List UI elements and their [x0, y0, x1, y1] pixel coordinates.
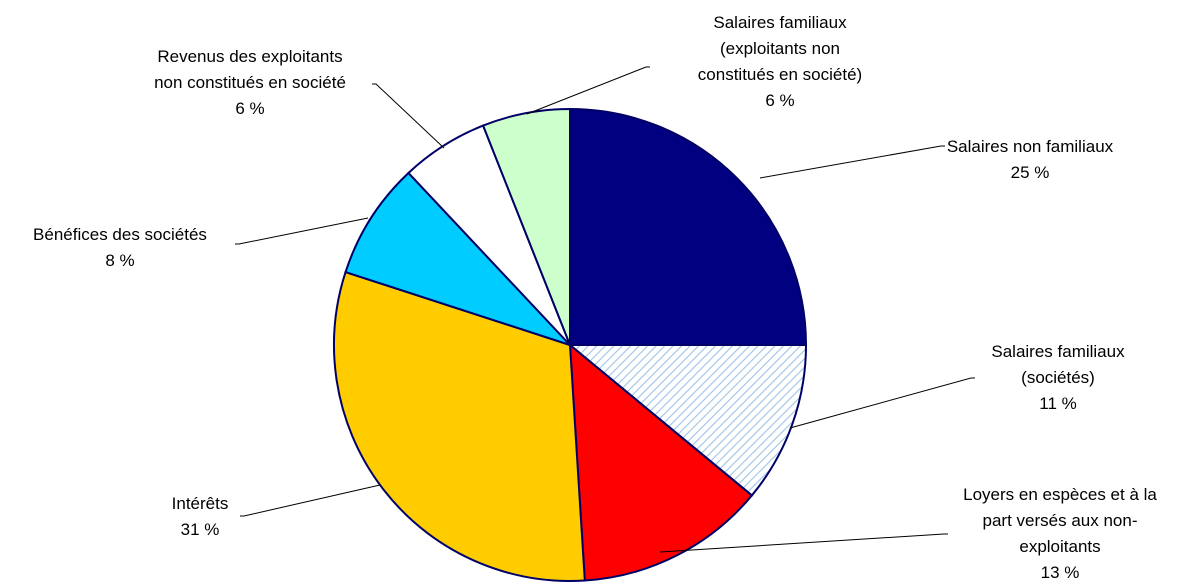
- leader-line-6: [526, 66, 650, 115]
- leader-line-5: [372, 83, 445, 149]
- slice-category-label: Loyers en espèces et à la: [963, 485, 1157, 504]
- slice-category-label: non constitués en société: [154, 73, 346, 92]
- leader-line-3: [240, 484, 381, 517]
- leader-line-2: [659, 533, 948, 553]
- slice-category-label: part versés aux non-: [983, 511, 1138, 530]
- slice-category-label: Salaires familiaux: [713, 13, 847, 32]
- leader-lines: [235, 66, 975, 553]
- slice-category-label: exploitants: [1019, 537, 1100, 556]
- slice-category-label: Revenus des exploitants: [157, 47, 342, 66]
- pie-slice-4: [344, 171, 571, 346]
- slice-value-label: 13 %: [1041, 563, 1080, 582]
- slice-category-label: Bénéfices des sociétés: [33, 225, 207, 244]
- slice-category-label: (exploitants non: [720, 39, 840, 58]
- pie-slice-2: [568, 342, 754, 582]
- slice-category-label: Salaires familiaux: [991, 342, 1125, 361]
- slice-category-label: Salaires non familiaux: [947, 137, 1114, 156]
- slice-category-label: constitués en société): [698, 65, 862, 84]
- slice-labels: Salaires non familiaux 25 % Salaires famil…: [33, 13, 1157, 582]
- pie-slice-0: [569, 107, 808, 346]
- slice-label-5: Revenus des exploitants non constitués en…: [154, 47, 346, 118]
- slice-label-4: Bénéfices des sociétés 8 %: [33, 225, 207, 270]
- slice-category-label: Intérêts: [172, 494, 229, 513]
- slice-value-label: 6 %: [765, 91, 794, 110]
- slice-label-1: Salaires familiaux (sociétés) 11 %: [991, 342, 1125, 413]
- leader-line-1: [789, 377, 975, 429]
- slice-value-label: 31 %: [181, 520, 220, 539]
- slice-category-label: (sociétés): [1021, 368, 1095, 387]
- slice-label-0: Salaires non familiaux 25 %: [947, 137, 1114, 182]
- pie-slice-1: [567, 344, 808, 497]
- leader-line-4: [235, 217, 369, 245]
- slice-value-label: 11 %: [1039, 394, 1077, 413]
- slice-label-3: Intérêts 31 %: [172, 494, 229, 539]
- pie-slice-6: [481, 107, 571, 346]
- slice-value-label: 25 %: [1011, 163, 1050, 182]
- leader-line-0: [759, 145, 945, 179]
- slice-value-label: 8 %: [105, 251, 134, 270]
- slice-value-label: 6 %: [235, 99, 264, 118]
- pie-slices: [333, 107, 808, 582]
- pie-slice-3: [333, 270, 586, 582]
- slice-label-2: Loyers en espèces et à la part versés aux…: [963, 485, 1157, 582]
- slice-label-6: Salaires familiaux (exploitants non consti…: [698, 13, 862, 110]
